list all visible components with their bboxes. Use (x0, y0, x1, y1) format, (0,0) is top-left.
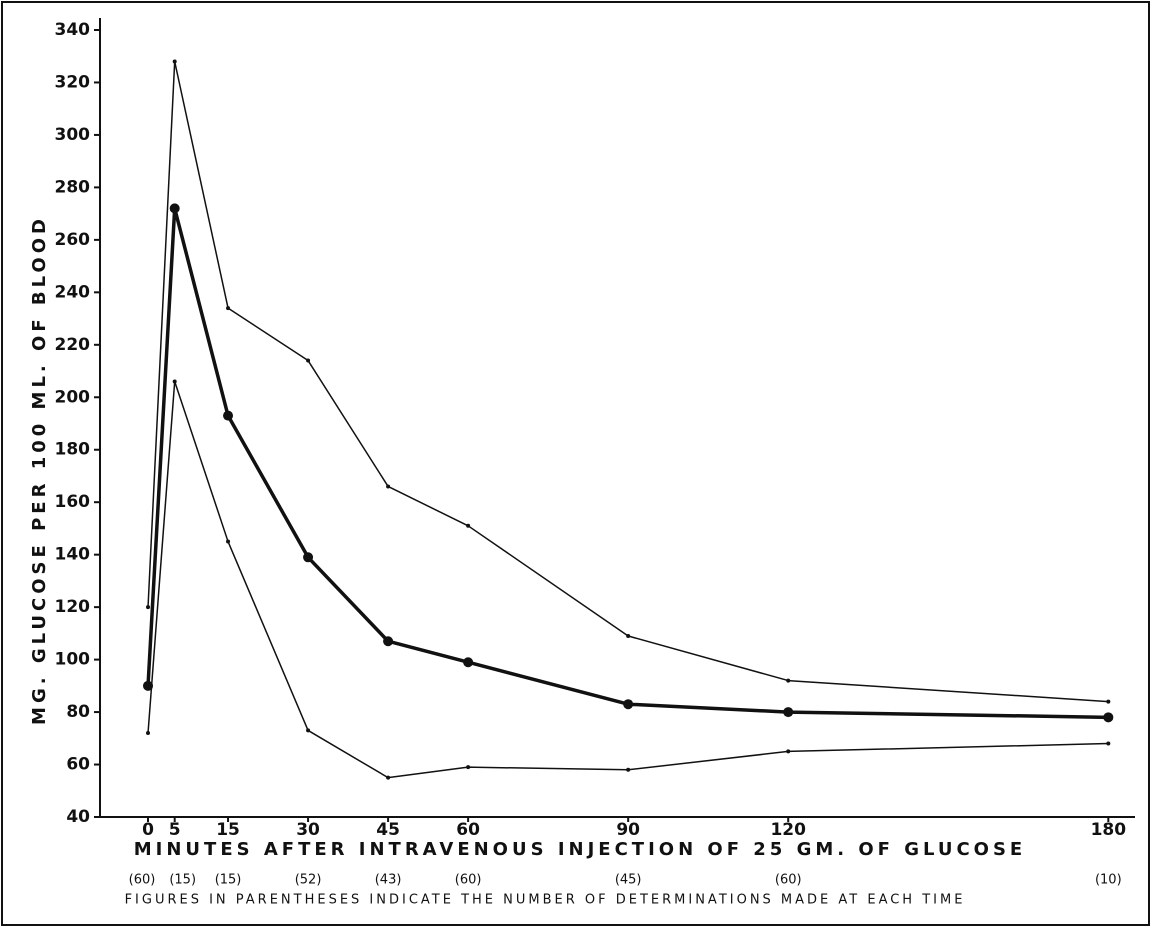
y-tick-label: 160 (55, 492, 91, 512)
y-axis-label: MG. GLUCOSE PER 100 ML. OF BLOOD (29, 215, 50, 725)
point (1106, 699, 1111, 704)
count-label: (45) (615, 873, 642, 888)
y-tick-label: 220 (55, 335, 91, 355)
count-label: (60) (129, 873, 156, 888)
point (146, 605, 151, 610)
point (172, 59, 177, 64)
y-tick-label: 320 (55, 72, 91, 92)
point (306, 728, 311, 733)
x-tick-label: 30 (296, 820, 320, 840)
point (226, 539, 231, 544)
y-tick-label: 280 (55, 177, 91, 197)
point (466, 523, 471, 528)
point (386, 775, 391, 780)
series-line (147, 60, 1109, 703)
point (626, 633, 631, 638)
count-label: (15) (169, 873, 196, 888)
count-label: (52) (295, 873, 322, 888)
y-tick-label: 300 (55, 125, 91, 145)
mean-marker (303, 552, 314, 563)
mean-marker (623, 699, 634, 710)
point (466, 765, 471, 770)
count-label: (60) (775, 873, 802, 888)
y-tick-label: 100 (55, 650, 91, 670)
mean-marker (169, 203, 180, 214)
count-label: (43) (375, 873, 402, 888)
mean-marker (1103, 712, 1114, 723)
count-label: (10) (1095, 873, 1122, 888)
mean-marker (783, 707, 794, 718)
mean-marker (223, 410, 234, 421)
series-line (147, 380, 1109, 779)
x-tick-label: 45 (376, 820, 400, 840)
point (146, 731, 151, 736)
point (786, 678, 791, 683)
mean-marker (463, 657, 474, 668)
x-axis-label: MINUTES AFTER INTRAVENOUS INJECTION OF 2… (134, 839, 1026, 860)
x-tick-label: 60 (456, 820, 480, 840)
count-label: (15) (215, 873, 242, 888)
x-tick-label: 90 (616, 820, 640, 840)
mean-marker (143, 680, 154, 691)
note: FIGURES IN PARENTHESES INDICATE THE NUMB… (125, 893, 966, 908)
count-label: (60) (455, 873, 482, 888)
point (306, 358, 311, 363)
x-tick-label: 15 (216, 820, 240, 840)
point (172, 379, 177, 384)
y-tick-label: 180 (55, 440, 91, 460)
y-tick-label: 60 (66, 755, 90, 775)
point (786, 749, 791, 754)
y-tick-label: 120 (55, 597, 91, 617)
x-tick-label: 180 (1091, 820, 1127, 840)
y-tick-label: 340 (55, 20, 91, 40)
y-tick-label: 260 (55, 230, 91, 250)
mean-marker (383, 636, 394, 647)
y-tick-label: 80 (66, 702, 90, 722)
y-tick-label: 240 (55, 282, 91, 302)
x-tick-label: 120 (770, 820, 806, 840)
point (386, 484, 391, 489)
y-tick-label: 200 (55, 387, 91, 407)
y-tick-label: 140 (55, 545, 91, 565)
y-tick-label: 40 (66, 807, 90, 827)
point (226, 306, 231, 311)
x-tick-label: 0 (142, 820, 154, 840)
series-line (146, 206, 1109, 720)
x-tick-label: 5 (169, 820, 181, 840)
point (1106, 741, 1111, 746)
point (626, 767, 631, 772)
